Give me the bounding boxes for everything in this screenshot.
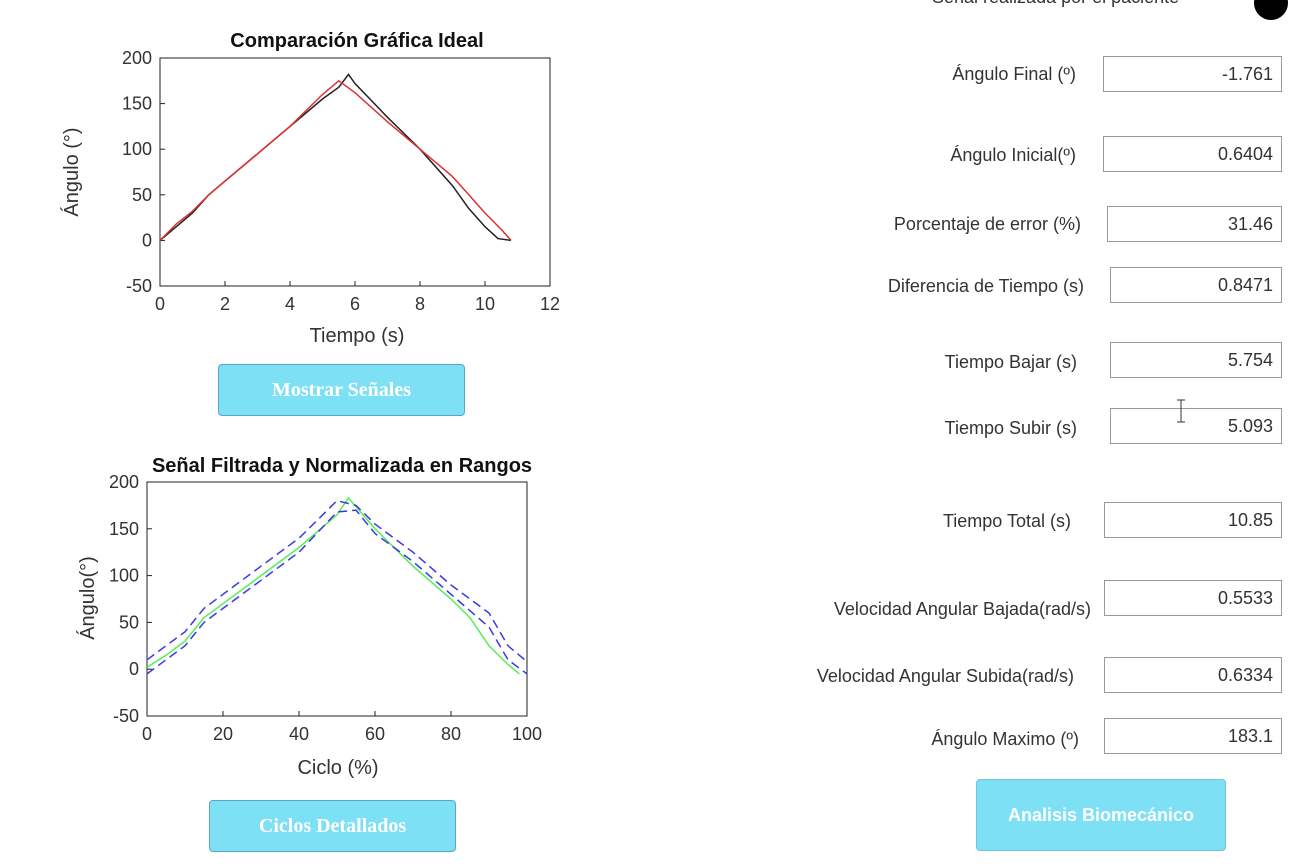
y-tick-label: 50	[132, 185, 152, 205]
label-velocidad-subida: Velocidad Angular Subida(rad/s)	[816, 666, 1074, 686]
chart-filtrada: Señal Filtrada y Normalizada en Rangos 0…	[76, 455, 542, 779]
x-tick-label: 60	[365, 724, 385, 744]
y-tick-label: 0	[129, 659, 139, 679]
series-line-2	[146, 499, 528, 663]
analisis-biomecanico-button[interactable]: Analisis Biomecánico	[976, 779, 1226, 851]
field-tiempo-bajar[interactable]: 5.754	[1110, 342, 1282, 378]
chart-title: Señal Filtrada y Normalizada en Rangos	[152, 455, 532, 477]
label-diferencia-tiempo: Diferencia de Tiempo (s)	[887, 276, 1084, 296]
x-axis-label: Tiempo (s)	[310, 325, 405, 347]
x-tick-label: 0	[142, 724, 152, 744]
field-porcentaje-error[interactable]: 31.46	[1107, 206, 1282, 242]
x-tick-label: 10	[475, 294, 495, 314]
label-angulo-final: Ángulo Final (º)	[952, 64, 1076, 84]
field-tiempo-subir[interactable]: 5.093	[1110, 408, 1282, 444]
series-line-1	[146, 496, 520, 675]
label-porcentaje-error: Porcentaje de error (%)	[893, 214, 1081, 234]
y-axis-label: Ángulo(°)	[76, 556, 99, 640]
label-velocidad-bajada: Velocidad Angular Bajada(rad/s)	[833, 599, 1091, 619]
text-cursor-icon	[1177, 399, 1185, 423]
y-tick-label: 100	[122, 139, 152, 159]
ciclos-detallados-button[interactable]: Ciclos Detallados	[209, 800, 456, 852]
y-tick-label: 0	[142, 230, 152, 250]
mostrar-senales-button[interactable]: Mostrar Señales	[218, 364, 465, 416]
chart-comparacion: Comparación Gráfica Ideal 0 2 4 6 8 10 12 -500…	[60, 30, 560, 347]
field-angulo-inicial[interactable]: 0.6404	[1103, 136, 1282, 172]
label-tiempo-bajar: Tiempo Bajar (s)	[944, 352, 1077, 372]
series-line-3	[146, 509, 528, 675]
x-axis-label: Ciclo (%)	[297, 757, 378, 779]
plot-area-box	[146, 481, 528, 717]
x-tick-label: 0	[155, 294, 165, 314]
y-tick-label: 100	[109, 566, 139, 586]
label-tiempo-total: Tiempo Total (s)	[942, 511, 1071, 531]
series-line-2	[159, 79, 512, 241]
label-angulo-inicial: Ángulo Inicial(º)	[950, 145, 1076, 165]
x-tick-label: 12	[540, 294, 560, 314]
status-lamp	[1254, 0, 1288, 20]
x-tick-label: 20	[213, 724, 233, 744]
y-tick-label: 150	[109, 519, 139, 539]
x-tick-label: 80	[441, 724, 461, 744]
y-tick-label: -50	[113, 706, 139, 726]
x-tick-label: 4	[285, 294, 295, 314]
field-angulo-maximo[interactable]: 183.1	[1104, 718, 1282, 754]
x-tick-label: 8	[415, 294, 425, 314]
y-tick-label: -50	[126, 276, 152, 296]
field-tiempo-total[interactable]: 10.85	[1104, 502, 1282, 538]
label-tiempo-subir: Tiempo Subir (s)	[944, 418, 1077, 438]
x-tick-label: 6	[350, 294, 360, 314]
x-tick-label: 2	[220, 294, 230, 314]
x-tick-label: 40	[289, 724, 309, 744]
y-tick-label: 150	[122, 94, 152, 114]
y-tick-label: 50	[119, 612, 139, 632]
label-angulo-maximo: Ángulo Maximo (º)	[931, 729, 1079, 749]
field-velocidad-subida[interactable]: 0.6334	[1104, 657, 1282, 693]
x-tick-label: 100	[512, 724, 542, 744]
chart-title: Comparación Gráfica Ideal	[230, 30, 483, 52]
y-tick-label: 200	[122, 48, 152, 68]
y-tick-label: 200	[109, 472, 139, 492]
field-diferencia-tiempo[interactable]: 0.8471	[1110, 267, 1282, 303]
y-axis-label: Ángulo (°)	[60, 127, 83, 216]
series-line-1	[159, 73, 512, 242]
field-velocidad-bajada[interactable]: 0.5533	[1104, 580, 1282, 616]
lamp-label: Señal realizada por el paciente	[932, 0, 1179, 8]
field-angulo-final[interactable]: -1.761	[1103, 56, 1282, 92]
